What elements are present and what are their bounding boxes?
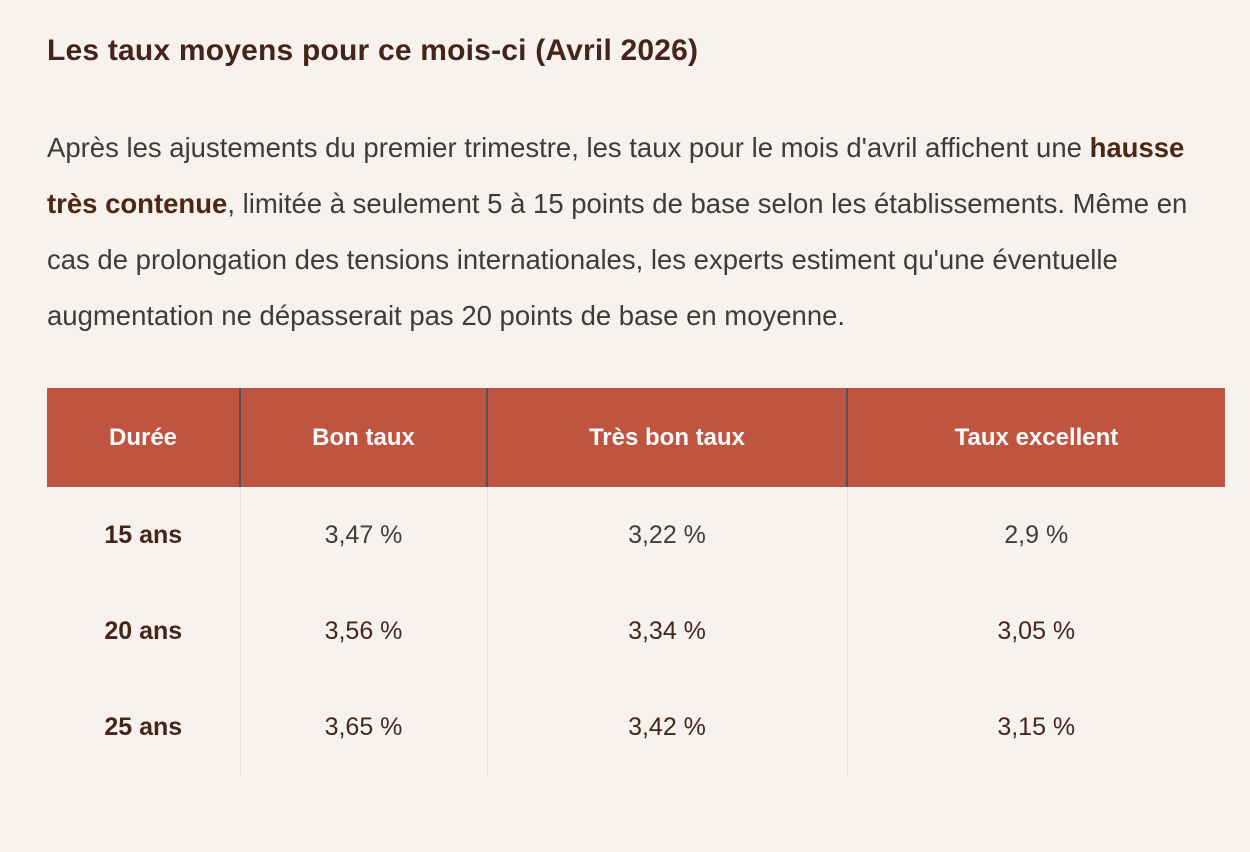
row-duration-label: 15 ans bbox=[47, 487, 241, 583]
rate-cell: 3,22 % bbox=[487, 487, 848, 583]
intro-paragraph: Après les ajustements du premier trimest… bbox=[47, 120, 1225, 344]
rate-cell: 2,9 % bbox=[847, 487, 1225, 583]
rate-cell: 3,34 % bbox=[487, 583, 848, 679]
table-row-20-ans: 20 ans 3,56 % 3,34 % 3,05 % bbox=[47, 583, 1225, 679]
rate-cell: 3,05 % bbox=[847, 583, 1225, 679]
column-header-bon-taux: Bon taux bbox=[240, 388, 488, 487]
rate-cell: 3,56 % bbox=[240, 583, 488, 679]
row-duration-label: 20 ans bbox=[47, 583, 241, 679]
column-header-tres-bon-taux: Très bon taux bbox=[487, 388, 848, 487]
header-row: Durée Bon taux Très bon taux Taux excell… bbox=[47, 388, 1225, 487]
intro-text-end: , limitée à seulement 5 à 15 points de b… bbox=[47, 188, 1188, 331]
table-row-25-ans: 25 ans 3,65 % 3,42 % 3,15 % bbox=[47, 679, 1225, 775]
rates-table-body: 15 ans 3,47 % 3,22 % 2,9 % 20 ans 3,56 %… bbox=[47, 487, 1225, 775]
intro-text-highlight: hausse très contenue bbox=[47, 132, 1185, 219]
article-section: Les taux moyens pour ce mois-ci (Avril 2… bbox=[47, 34, 1225, 775]
row-duration-label: 25 ans bbox=[47, 679, 241, 775]
intro-text-start: Après les ajustements du premier trimest… bbox=[47, 132, 1090, 163]
table-row-15-ans: 15 ans 3,47 % 3,22 % 2,9 % bbox=[47, 487, 1225, 583]
rate-cell: 3,15 % bbox=[847, 679, 1225, 775]
rate-cell: 3,42 % bbox=[487, 679, 848, 775]
rates-table: Durée Bon taux Très bon taux Taux excell… bbox=[47, 388, 1225, 775]
column-header-taux-excellent: Taux excellent bbox=[847, 388, 1225, 487]
section-heading: Les taux moyens pour ce mois-ci (Avril 2… bbox=[47, 34, 699, 67]
column-header-duration: Durée bbox=[47, 388, 241, 487]
rate-cell: 3,65 % bbox=[240, 679, 488, 775]
rate-cell: 3,47 % bbox=[240, 487, 488, 583]
rates-table-header: Durée Bon taux Très bon taux Taux excell… bbox=[47, 388, 1225, 487]
